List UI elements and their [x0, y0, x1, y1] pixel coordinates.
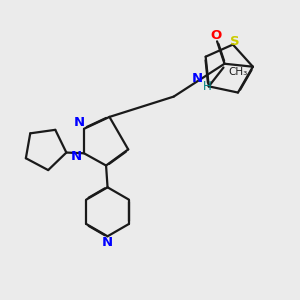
- Text: O: O: [210, 29, 221, 42]
- Text: N: N: [74, 116, 85, 129]
- Text: H: H: [203, 80, 212, 93]
- Text: CH₃: CH₃: [228, 67, 247, 77]
- Text: N: N: [192, 72, 203, 85]
- Text: N: N: [102, 236, 113, 249]
- Text: S: S: [230, 35, 240, 48]
- Text: N: N: [71, 150, 82, 163]
